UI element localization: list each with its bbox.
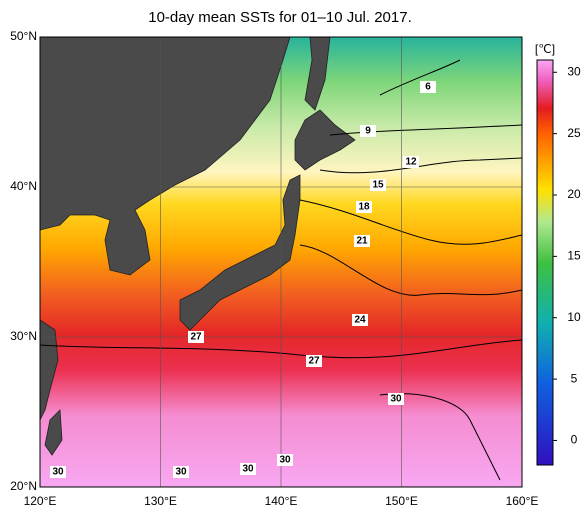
- contour-label-box: [360, 125, 376, 137]
- contour-label: 27: [190, 332, 202, 343]
- contour-label-box: [306, 355, 322, 367]
- lat-tick-label: 20°N: [10, 479, 37, 493]
- contour-label-box: [352, 314, 368, 326]
- colorbar-tick-label: 0: [571, 433, 578, 447]
- contour-label-box: [277, 454, 293, 466]
- contour-label: 30: [390, 394, 402, 405]
- contour-label-box: [173, 466, 189, 478]
- map-title: 10-day mean SSTs for 01–10 Jul. 2017.: [148, 9, 412, 26]
- colorbar-unit: [℃]: [535, 42, 555, 56]
- lon-tick-label: 160°E: [506, 494, 539, 508]
- contour-label: 21: [356, 236, 368, 247]
- contour-label-box: [188, 331, 204, 343]
- lon-tick-label: 150°E: [385, 494, 418, 508]
- contour-label-box: [420, 81, 436, 93]
- contour-label-box: [356, 201, 372, 213]
- colorbar-tick-label: 10: [567, 310, 581, 324]
- lat-tick-label: 50°N: [10, 29, 37, 43]
- colorbar-tick-label: 5: [571, 371, 578, 385]
- lat-tick-label: 30°N: [10, 329, 37, 343]
- lon-tick-label: 130°E: [144, 494, 177, 508]
- grid: [40, 37, 522, 487]
- lat-tick-label: 40°N: [10, 179, 37, 193]
- contour-label: 9: [365, 126, 371, 137]
- contour-label: 30: [52, 467, 64, 478]
- land: [40, 37, 356, 456]
- contour-label-box: [50, 466, 66, 478]
- lon-tick-label: 140°E: [265, 494, 298, 508]
- contour-label: 30: [242, 464, 254, 475]
- map-frame: [39, 36, 523, 488]
- contour-label: 6: [425, 82, 431, 93]
- contour-label-box: [240, 463, 256, 475]
- contour-label: 27: [308, 356, 320, 367]
- colorbar-tick-label: 30: [567, 64, 581, 78]
- contour-label-box: [388, 393, 404, 405]
- colorbar-tick-label: 15: [567, 249, 581, 263]
- contour-label: 30: [279, 455, 291, 466]
- lon-tick-label: 120°E: [24, 494, 57, 508]
- contour-label: 18: [358, 202, 370, 213]
- contour-label-box: [354, 235, 370, 247]
- contour-label-box: [403, 156, 419, 168]
- contour-label: 12: [405, 157, 417, 168]
- colorbar: [536, 59, 554, 466]
- map-area: [40, 37, 522, 487]
- contour-label: 15: [372, 180, 384, 191]
- contour-label: 24: [354, 315, 366, 326]
- colorbar-tick-label: 20: [567, 187, 581, 201]
- colorbar-tick-label: 25: [567, 126, 581, 140]
- contour-label: 30: [175, 467, 187, 478]
- contour-label-box: [370, 179, 386, 191]
